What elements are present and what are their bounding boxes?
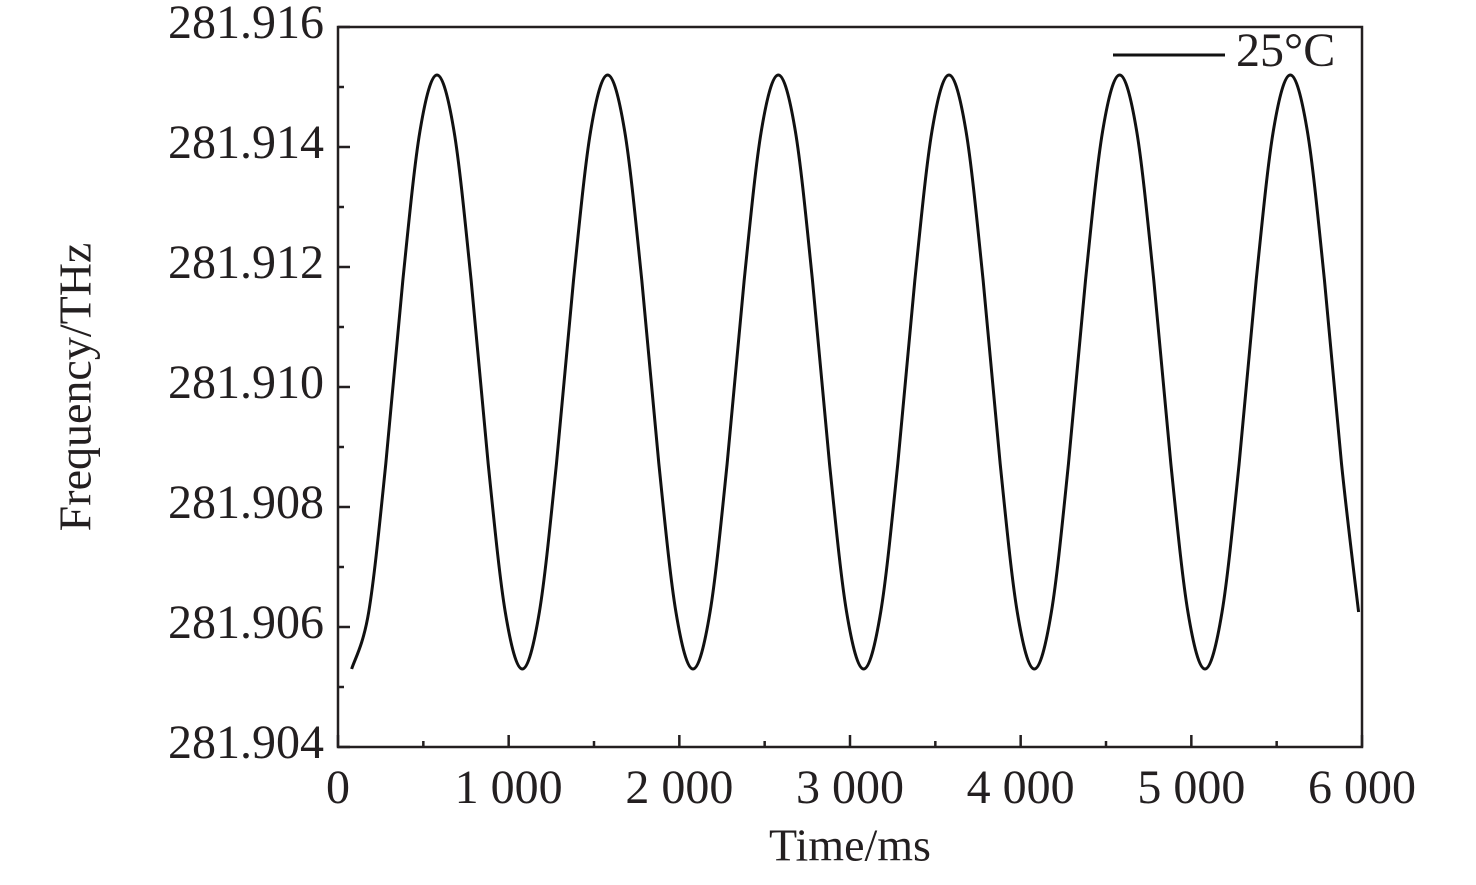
y-tick-label: 281.908 — [168, 476, 324, 529]
plot-frame — [336, 25, 1364, 749]
x-tick-label: 5 000 — [1137, 761, 1245, 814]
y-tick-label: 281.914 — [168, 116, 324, 169]
x-tick-label: 0 — [326, 761, 350, 814]
y-tick-label: 281.904 — [168, 716, 324, 769]
y-tick-label: 281.906 — [168, 596, 324, 649]
y-tick-label: 281.910 — [168, 356, 324, 409]
data-line — [350, 73, 1361, 671]
x-axis-title: Time/ms — [769, 820, 931, 871]
legend-label: 25°C — [1236, 24, 1335, 77]
x-tick-label: 2 000 — [625, 761, 733, 814]
x-tick-label: 4 000 — [967, 761, 1075, 814]
x-tick-label: 6 000 — [1308, 761, 1416, 814]
x-tick-label: 3 000 — [796, 761, 904, 814]
y-tick-label: 281.912 — [168, 236, 324, 289]
y-tick-label: 281.916 — [168, 0, 324, 49]
x-tick-label: 1 000 — [455, 761, 563, 814]
y-axis-title: Frequency/THz — [50, 243, 101, 532]
